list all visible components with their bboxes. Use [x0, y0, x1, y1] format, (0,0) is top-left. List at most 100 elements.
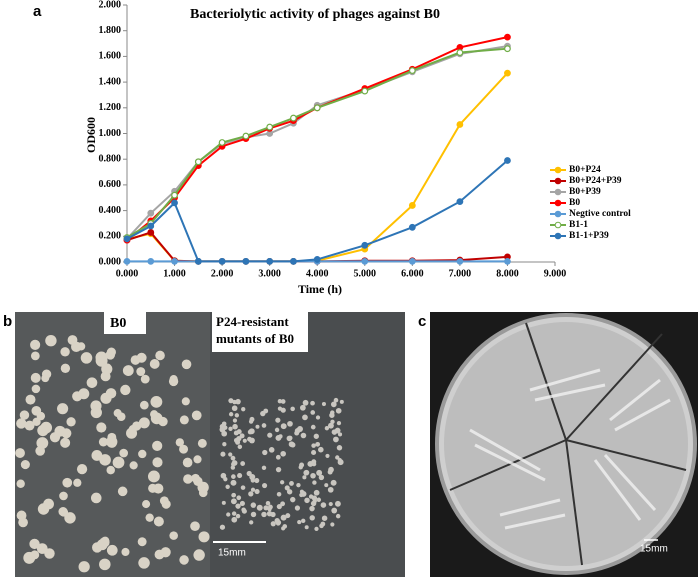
colony — [267, 432, 273, 438]
colony — [248, 491, 254, 497]
colony — [280, 480, 285, 485]
colony — [159, 496, 169, 506]
colony — [249, 437, 255, 444]
data-point — [456, 257, 464, 265]
photo-label: mutants of B0 — [216, 331, 294, 346]
colony — [99, 558, 111, 571]
colony — [318, 446, 324, 453]
colony — [324, 426, 330, 431]
scale-label: 15mm — [218, 548, 246, 559]
colony — [106, 437, 118, 448]
colony — [263, 505, 269, 511]
colony — [169, 531, 178, 540]
colony — [311, 459, 317, 465]
colony — [67, 335, 78, 345]
data-point — [361, 87, 369, 95]
colony — [90, 492, 102, 504]
colony — [222, 442, 227, 447]
colony — [250, 487, 256, 492]
colony — [181, 397, 190, 406]
x-tick-label: 7.000 — [449, 268, 472, 279]
colony — [333, 397, 339, 403]
colony — [16, 479, 25, 488]
data-point — [504, 157, 511, 164]
colony — [299, 462, 305, 468]
colony — [15, 448, 25, 458]
colony — [261, 423, 267, 428]
colony — [57, 403, 69, 415]
data-point — [171, 191, 178, 199]
colony — [240, 461, 246, 466]
colony — [239, 500, 245, 507]
colony — [140, 374, 150, 384]
colony — [328, 466, 334, 473]
colony — [280, 399, 286, 404]
data-point — [147, 229, 155, 236]
colony — [231, 516, 238, 523]
colony — [221, 430, 228, 437]
colony — [334, 500, 341, 507]
colony — [96, 422, 107, 433]
colony — [314, 526, 319, 531]
colony — [254, 477, 260, 484]
colony — [231, 492, 237, 498]
colony — [119, 448, 129, 458]
colony — [183, 474, 193, 484]
data-point — [147, 257, 155, 265]
colony — [274, 427, 280, 433]
colony — [268, 447, 275, 453]
colony — [230, 455, 236, 461]
colony — [339, 399, 344, 404]
colony — [181, 359, 192, 370]
colony — [25, 394, 36, 405]
colony — [221, 500, 226, 505]
colony — [90, 406, 102, 419]
colony — [275, 466, 282, 473]
colony — [86, 377, 98, 388]
streaks — [469, 368, 671, 530]
colony — [276, 504, 282, 510]
colony — [327, 422, 334, 429]
data-point — [194, 158, 202, 166]
series-line — [126, 36, 508, 241]
colony — [44, 548, 55, 559]
colony — [282, 524, 288, 529]
colony — [20, 459, 30, 470]
colony — [249, 520, 254, 525]
data-point — [408, 67, 416, 74]
colony — [64, 512, 76, 524]
colony — [297, 519, 302, 525]
colony — [232, 418, 238, 423]
colony — [66, 417, 76, 427]
colony — [19, 410, 30, 420]
colony — [77, 342, 86, 351]
legend-marker — [554, 188, 562, 196]
panel-label: c — [418, 313, 426, 330]
colony — [99, 454, 111, 466]
colony — [136, 367, 146, 377]
colony — [313, 433, 319, 439]
colony — [152, 457, 163, 468]
data-point — [504, 257, 511, 265]
colony — [328, 502, 333, 507]
colony — [336, 445, 343, 451]
colony — [333, 436, 339, 443]
colony — [312, 498, 317, 504]
colony — [275, 417, 281, 423]
photo-label: B0 — [110, 316, 126, 331]
colony — [175, 438, 184, 447]
colony — [335, 455, 340, 460]
colony — [228, 452, 233, 457]
colony — [76, 463, 88, 475]
x-tick-label: 3.000 — [258, 268, 281, 279]
legend-label: B0+P24 — [569, 165, 601, 175]
legend-marker — [554, 166, 562, 174]
colony — [288, 441, 295, 448]
photo — [210, 312, 405, 577]
data-point — [218, 139, 226, 146]
colony — [240, 485, 246, 490]
data-point — [504, 45, 511, 53]
colony — [148, 483, 158, 493]
